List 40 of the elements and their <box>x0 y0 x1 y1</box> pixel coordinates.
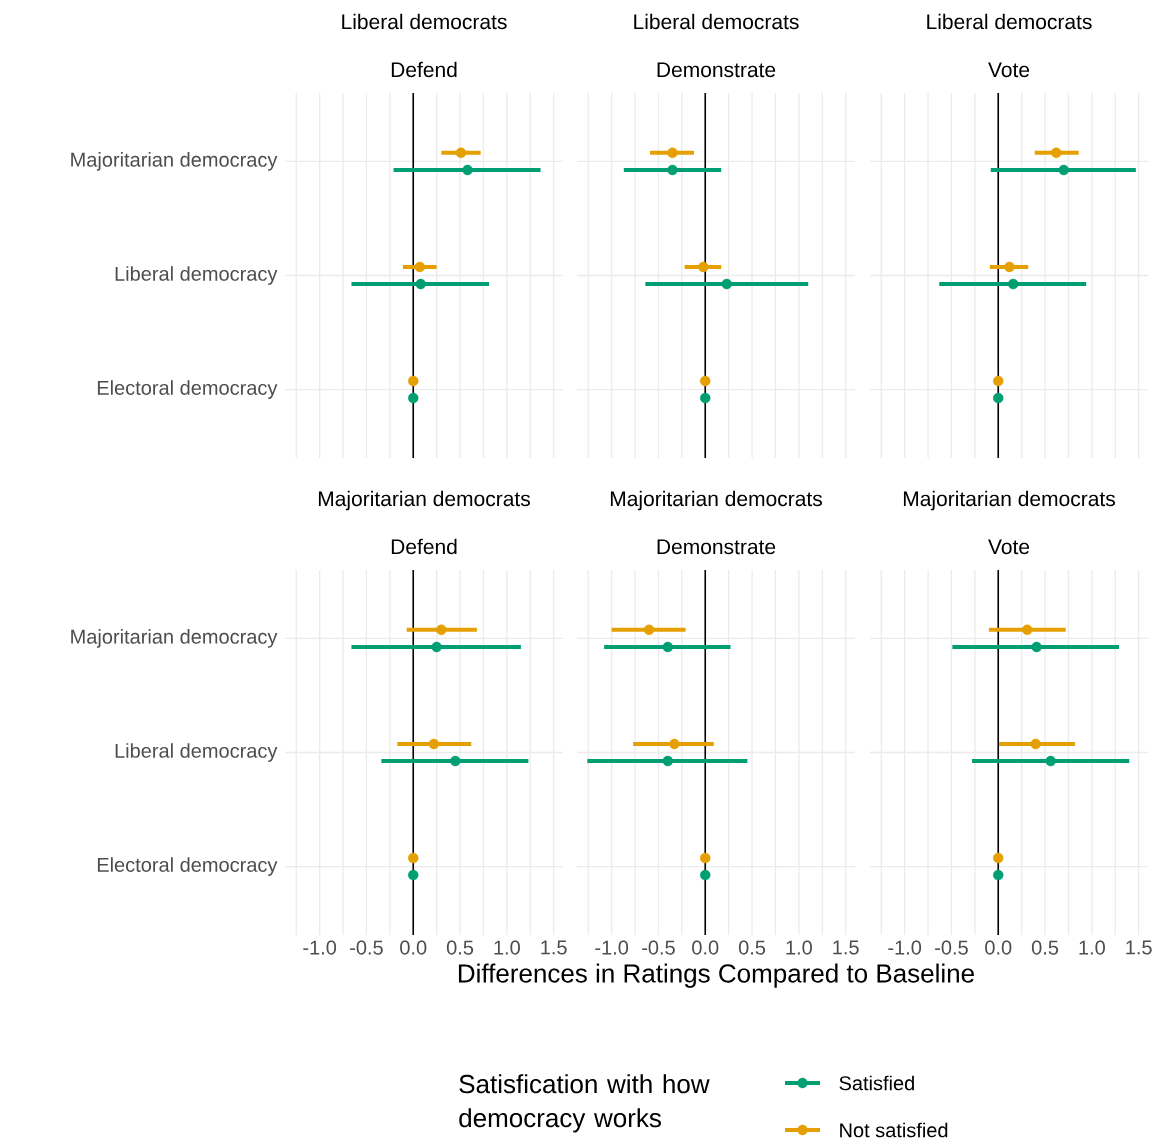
chart-title: Majoritarian democrats <box>318 490 530 511</box>
x-tick-label: 1.5 <box>833 940 859 955</box>
x-tick-label: -0.5 <box>935 940 968 955</box>
x-tick-label: 0.5 <box>1031 940 1059 955</box>
legend-label: Not satisfied <box>840 1122 948 1138</box>
x-tick-label: 1.5 <box>1126 940 1152 955</box>
y-tick-label: Liberal democracy <box>115 266 278 285</box>
y-tick-label: Electoral democracy <box>97 857 278 876</box>
legend-title: Satisfication with how democracy works <box>459 1074 710 1133</box>
chart-subtitle: Defend <box>391 538 457 555</box>
x-tick-label: 0.0 <box>985 940 1012 955</box>
chart-subtitle: Defend <box>391 61 457 78</box>
y-tick-label: Majoritarian democracy <box>71 152 278 171</box>
chart-subtitle: Demonstrate <box>657 539 776 555</box>
y-tick-label: Majoritarian democracy <box>71 629 278 648</box>
x-tick-label: -1.0 <box>303 940 337 955</box>
x-tick-label: 0.5 <box>446 940 474 955</box>
y-tick-label: Electoral democracy <box>97 380 278 399</box>
x-tick-label: 1.0 <box>786 940 812 955</box>
x-tick-label: -0.5 <box>642 940 675 955</box>
chart-title: Liberal democrats <box>634 13 799 30</box>
legend-label: Satisfied <box>839 1075 914 1091</box>
x-tick-label: 1.0 <box>494 940 520 955</box>
x-axis-title: Differences in Ratings Compared to Baseline <box>458 963 974 988</box>
chart-subtitle: Vote <box>988 539 1030 555</box>
chart-subtitle: Demonstrate <box>657 62 776 78</box>
chart-title: Majoritarian democrats <box>610 490 822 511</box>
x-tick-label: 0.5 <box>738 940 766 955</box>
x-tick-label: 0.0 <box>692 940 719 955</box>
x-tick-label: -1.0 <box>888 940 922 955</box>
x-tick-label: -0.5 <box>350 940 383 955</box>
x-tick-label: 1.0 <box>1079 940 1105 955</box>
x-tick-label: -1.0 <box>595 940 629 955</box>
chart-title: Liberal democrats <box>342 13 507 30</box>
x-tick-label: 0.0 <box>400 940 427 955</box>
x-tick-label: 1.5 <box>541 940 567 955</box>
chart-title: Majoritarian democrats <box>903 490 1115 511</box>
y-tick-label: Liberal democracy <box>115 743 278 762</box>
chart-subtitle: Vote <box>988 62 1030 78</box>
chart-title: Liberal democrats <box>927 13 1092 30</box>
